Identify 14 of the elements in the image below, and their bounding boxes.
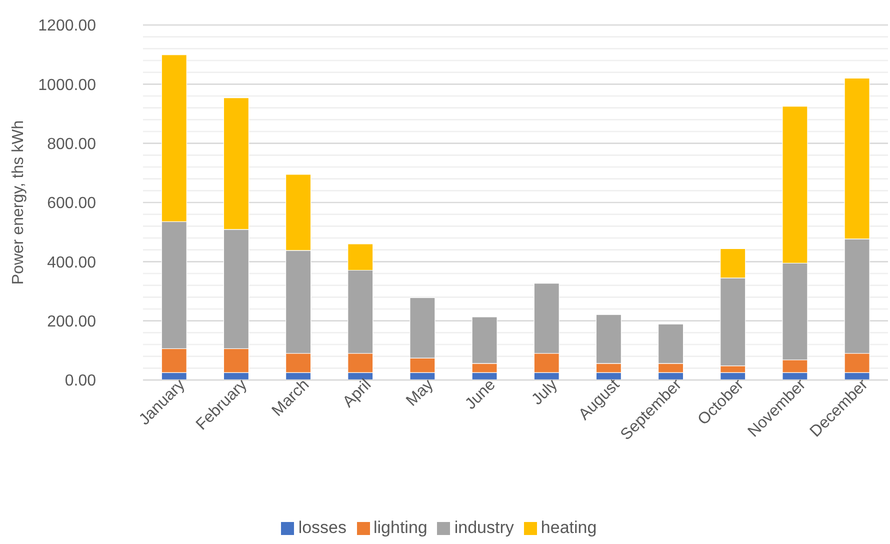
y-tick-label: 1200.00 [38, 18, 96, 35]
legend-label: heating [540, 518, 597, 537]
y-tick-label: 1000.00 [38, 76, 96, 94]
y-tick-label: 600.00 [47, 195, 96, 212]
y-tick-label: 0.00 [64, 372, 96, 390]
legend-label: losses [298, 518, 346, 537]
legend-label: lighting [374, 518, 428, 537]
x-tick-label: May [402, 376, 436, 410]
y-tick-label: 400.00 [47, 254, 96, 272]
y-axis-title: Power energy, ths kWh [10, 120, 26, 285]
x-tick-label: July [528, 376, 561, 408]
y-tick-label: 200.00 [47, 314, 96, 331]
legend-label: industry [454, 518, 514, 537]
y-tick-label: 800.00 [47, 136, 96, 154]
